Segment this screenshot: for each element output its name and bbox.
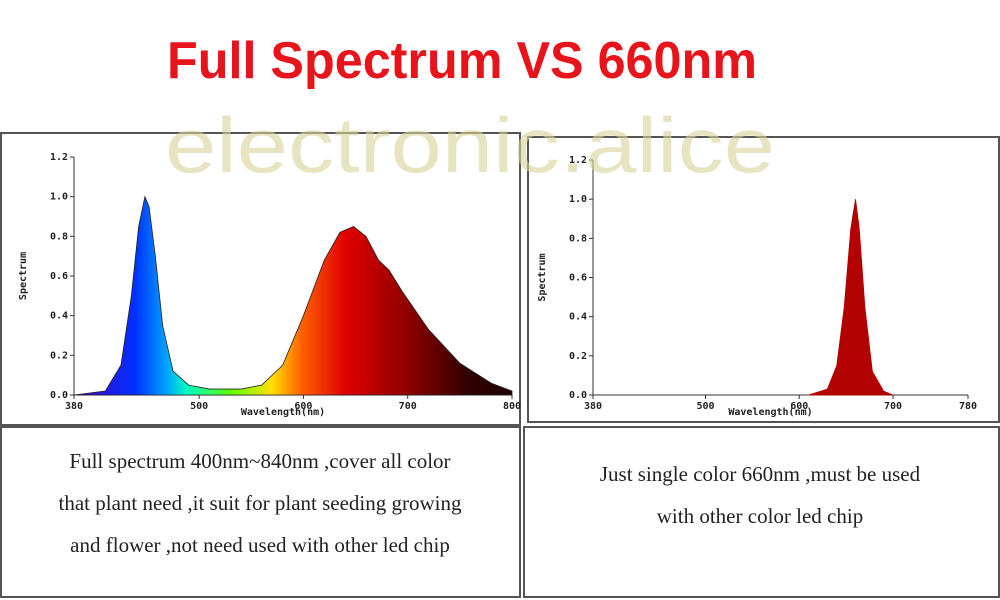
title: Full Spectrum VS 660nm bbox=[167, 32, 757, 90]
x-tick-label: 380 bbox=[65, 401, 83, 412]
watermark: electronic.alice bbox=[165, 101, 775, 189]
y-tick-label: 1.0 bbox=[569, 194, 587, 205]
y-tick-label: 0.0 bbox=[569, 390, 587, 401]
caption-line: Just single color 660nm ,must be used bbox=[600, 462, 921, 486]
y-tick-label: 0.6 bbox=[50, 271, 68, 282]
x-tick-label: 380 bbox=[584, 401, 602, 412]
chart-frame bbox=[527, 136, 1000, 423]
x-axis-label: Wavelength(nm) bbox=[728, 407, 812, 418]
y-tick-label: 0.0 bbox=[50, 390, 68, 401]
x-tick-label: 600 bbox=[294, 401, 312, 412]
x-axis-label: Wavelength(nm) bbox=[241, 407, 325, 418]
y-tick-label: 0.4 bbox=[50, 311, 68, 322]
y-tick-label: 0.4 bbox=[569, 312, 587, 323]
x-tick-label: 600 bbox=[790, 401, 808, 412]
y-tick-label: 0.6 bbox=[569, 273, 587, 284]
charts: 0.0 0.2 0.4 0.6 0.8 1.0 1.2 380 500 600 700 800 Wave… bbox=[18, 152, 977, 418]
y-axis-label: Spectrum bbox=[18, 252, 29, 300]
x-tick-label: 500 bbox=[696, 401, 714, 412]
caption-frame bbox=[523, 426, 1000, 598]
x-tick-label: 500 bbox=[190, 401, 208, 412]
caption-line: with other color led chip bbox=[657, 504, 863, 528]
spectrum-area bbox=[808, 199, 894, 396]
caption-line: and flower ,not need used with other led… bbox=[70, 533, 450, 557]
x-tick-label: 700 bbox=[884, 401, 902, 412]
caption-line: that plant need ,it suit for plant seedi… bbox=[59, 491, 462, 515]
y-tick-label: 1.2 bbox=[569, 155, 587, 166]
x-tick-label: 700 bbox=[399, 401, 417, 412]
caption-frame bbox=[0, 426, 521, 598]
caption-line: Full spectrum 400nm~840nm ,cover all col… bbox=[69, 449, 450, 473]
x-tick-label: 800 bbox=[503, 401, 521, 412]
y-tick-label: 0.2 bbox=[569, 351, 587, 362]
y-tick-label: 0.2 bbox=[50, 350, 68, 361]
y-tick-label: 1.2 bbox=[50, 152, 68, 163]
y-tick-label: 1.0 bbox=[50, 192, 68, 203]
y-axis-label: Spectrum bbox=[537, 253, 548, 301]
x-tick-label: 780 bbox=[959, 401, 977, 412]
chart-frame bbox=[0, 132, 521, 426]
y-tick-label: 0.8 bbox=[569, 233, 587, 244]
spectrum-area bbox=[73, 195, 513, 396]
y-tick-label: 0.8 bbox=[50, 231, 68, 242]
